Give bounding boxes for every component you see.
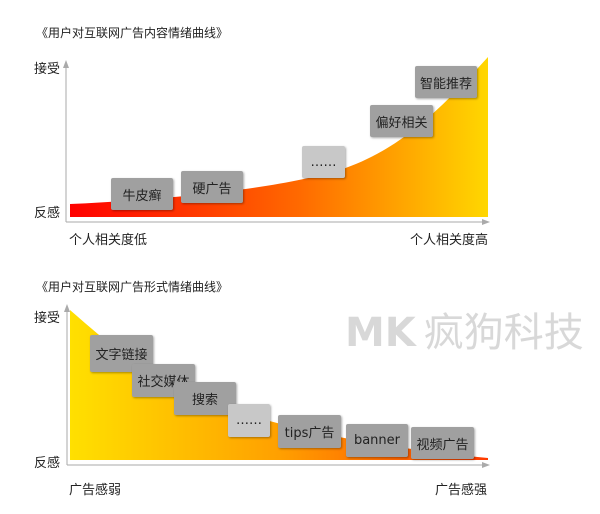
chart2-box: banner bbox=[346, 424, 408, 457]
chart2-box: tips广告 bbox=[278, 415, 341, 448]
watermark-logo: MK bbox=[345, 310, 416, 356]
chart1-box: 牛皮癣 bbox=[111, 178, 173, 210]
chart1-box: …… bbox=[302, 146, 345, 178]
chart1-y-bottom-label: 反感 bbox=[34, 206, 61, 221]
chart2-y-bottom-label: 反感 bbox=[34, 456, 61, 471]
chart1-box: 硬广告 bbox=[181, 171, 243, 203]
chart1-x-left-label: 个人相关度低 bbox=[69, 233, 148, 248]
chart2-box: …… bbox=[228, 404, 270, 437]
chart1-y-arrow bbox=[63, 60, 69, 68]
chart2-box: 视频广告 bbox=[411, 427, 474, 459]
watermark: MK 疯狗科技 bbox=[345, 300, 584, 358]
chart1-box: 智能推荐 bbox=[415, 66, 477, 98]
chart1-title: 《用户对互联网广告内容情绪曲线》 bbox=[36, 26, 229, 40]
chart2-box: 搜索 bbox=[174, 382, 236, 415]
chart1-y-top-label: 接受 bbox=[34, 62, 61, 77]
watermark-text: 疯狗科技 bbox=[423, 310, 584, 356]
chart2-y-top-label: 接受 bbox=[34, 311, 61, 326]
chart2-y-arrow bbox=[64, 304, 70, 312]
chart1-box: 偏好相关 bbox=[370, 105, 433, 137]
chart1-x-arrow bbox=[482, 219, 490, 225]
chart1-x-right-label: 个人相关度高 bbox=[410, 233, 489, 248]
chart2-x-left-label: 广告感弱 bbox=[69, 483, 122, 498]
chart2-title: 《用户对互联网广告形式情绪曲线》 bbox=[36, 280, 229, 294]
chart2-x-right-label: 广告感强 bbox=[435, 483, 488, 498]
chart2-area bbox=[70, 310, 488, 460]
chart2-x-arrow bbox=[482, 462, 490, 468]
chart1-area bbox=[70, 57, 488, 217]
